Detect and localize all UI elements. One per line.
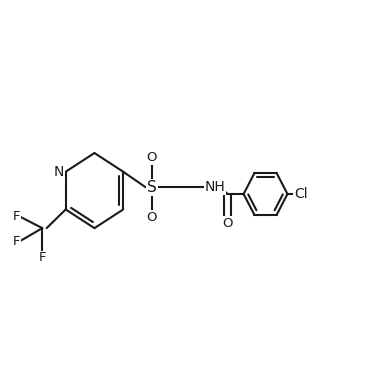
Text: N: N — [53, 165, 64, 179]
Text: F: F — [13, 235, 20, 247]
Text: NH: NH — [204, 180, 225, 194]
Text: F: F — [39, 251, 46, 265]
Text: S: S — [147, 180, 157, 195]
Text: F: F — [13, 210, 20, 223]
Text: O: O — [147, 151, 157, 164]
Text: O: O — [147, 211, 157, 223]
Text: Cl: Cl — [294, 187, 308, 201]
Text: O: O — [222, 217, 233, 230]
